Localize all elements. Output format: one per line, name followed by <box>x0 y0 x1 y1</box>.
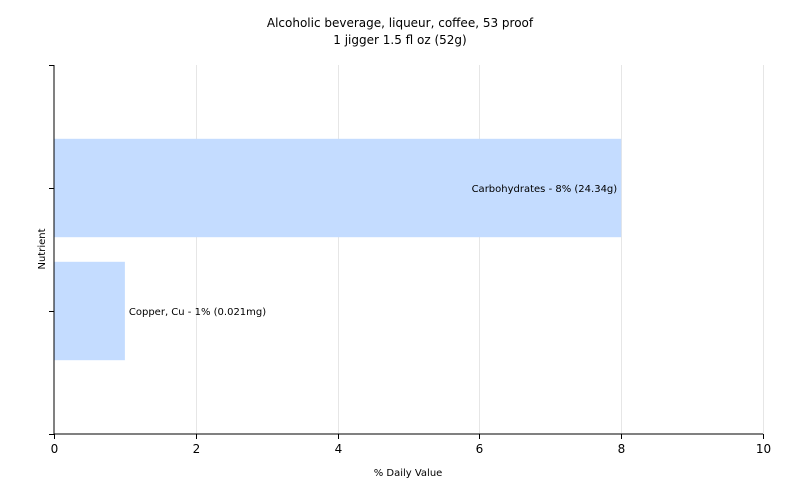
x-tick-label: 10 <box>756 442 771 456</box>
y-axis-title: Nutrient <box>37 228 48 269</box>
x-axis-title: % Daily Value <box>374 468 443 479</box>
axes <box>53 65 763 435</box>
chart-subtitle: 1 jigger 1.5 fl oz (52g) <box>333 33 466 47</box>
bar-copper-cu <box>54 261 125 361</box>
bar-label: Carbohydrates - 8% (24.34g) <box>472 184 618 195</box>
x-tick-label: 2 <box>193 442 201 456</box>
grid-lines <box>196 65 764 434</box>
x-tick-label: 4 <box>335 442 343 456</box>
x-tick-label: 0 <box>51 442 59 456</box>
bar-labels: Carbohydrates - 8% (24.34g) Copper, Cu - … <box>129 184 617 318</box>
bar-label: Copper, Cu - 1% (0.021mg) <box>129 307 266 318</box>
chart-title: Alcoholic beverage, liqueur, coffee, 53 … <box>267 16 534 30</box>
bars <box>54 138 622 361</box>
x-tick-label: 6 <box>476 442 484 456</box>
bar-carbohydrates <box>54 138 622 238</box>
x-tick-label: 8 <box>618 442 626 456</box>
ticks: 0 2 4 6 8 10 <box>49 65 771 456</box>
